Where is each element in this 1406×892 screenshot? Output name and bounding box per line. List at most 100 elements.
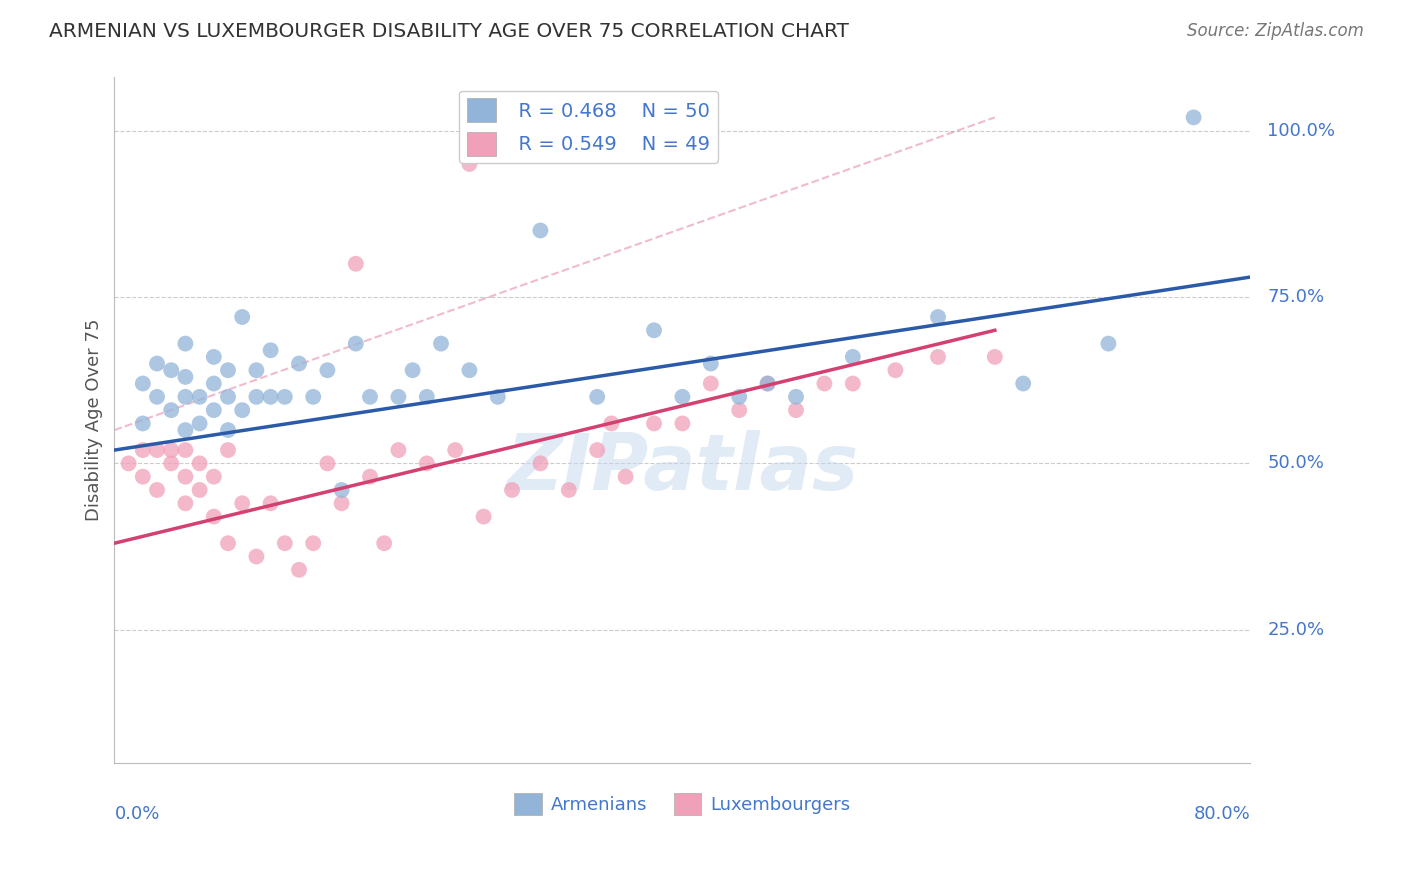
- Point: [472, 509, 495, 524]
- Point: [217, 423, 239, 437]
- Point: [671, 390, 693, 404]
- Point: [444, 443, 467, 458]
- Point: [671, 417, 693, 431]
- Y-axis label: Disability Age Over 75: Disability Age Over 75: [86, 318, 103, 521]
- Point: [1012, 376, 1035, 391]
- Legend: Armenians, Luxembourgers: Armenians, Luxembourgers: [508, 786, 858, 822]
- Point: [302, 390, 325, 404]
- Point: [259, 496, 281, 510]
- Point: [359, 390, 381, 404]
- Point: [785, 403, 807, 417]
- Text: 75.0%: 75.0%: [1267, 288, 1324, 306]
- Point: [458, 157, 481, 171]
- Point: [430, 336, 453, 351]
- Point: [458, 363, 481, 377]
- Point: [600, 417, 623, 431]
- Point: [344, 336, 367, 351]
- Point: [614, 469, 637, 483]
- Point: [586, 390, 609, 404]
- Point: [174, 443, 197, 458]
- Text: ARMENIAN VS LUXEMBOURGER DISABILITY AGE OVER 75 CORRELATION CHART: ARMENIAN VS LUXEMBOURGER DISABILITY AGE …: [49, 22, 849, 41]
- Point: [231, 403, 253, 417]
- Point: [117, 456, 139, 470]
- Point: [984, 350, 1007, 364]
- Point: [302, 536, 325, 550]
- Point: [160, 456, 183, 470]
- Text: 100.0%: 100.0%: [1267, 121, 1336, 140]
- Point: [927, 310, 949, 324]
- Point: [643, 417, 665, 431]
- Point: [202, 403, 225, 417]
- Point: [188, 456, 211, 470]
- Point: [884, 363, 907, 377]
- Point: [288, 357, 311, 371]
- Point: [160, 403, 183, 417]
- Text: 80.0%: 80.0%: [1194, 805, 1250, 823]
- Point: [146, 390, 169, 404]
- Text: 25.0%: 25.0%: [1267, 621, 1324, 639]
- Point: [359, 469, 381, 483]
- Text: Source: ZipAtlas.com: Source: ZipAtlas.com: [1187, 22, 1364, 40]
- Point: [700, 376, 723, 391]
- Point: [217, 363, 239, 377]
- Point: [132, 443, 155, 458]
- Point: [146, 357, 169, 371]
- Point: [160, 443, 183, 458]
- Point: [132, 376, 155, 391]
- Point: [174, 423, 197, 437]
- Point: [344, 257, 367, 271]
- Point: [756, 376, 779, 391]
- Point: [245, 363, 267, 377]
- Point: [529, 456, 551, 470]
- Point: [146, 483, 169, 497]
- Point: [330, 483, 353, 497]
- Point: [245, 390, 267, 404]
- Point: [813, 376, 835, 391]
- Point: [1182, 111, 1205, 125]
- Point: [373, 536, 395, 550]
- Point: [174, 496, 197, 510]
- Point: [401, 363, 423, 377]
- Point: [558, 483, 581, 497]
- Point: [231, 310, 253, 324]
- Point: [486, 390, 509, 404]
- Point: [700, 357, 723, 371]
- Point: [174, 369, 197, 384]
- Point: [387, 443, 409, 458]
- Point: [174, 390, 197, 404]
- Point: [146, 443, 169, 458]
- Point: [288, 563, 311, 577]
- Point: [160, 363, 183, 377]
- Point: [174, 336, 197, 351]
- Point: [387, 390, 409, 404]
- Point: [529, 223, 551, 237]
- Point: [316, 456, 339, 470]
- Point: [756, 376, 779, 391]
- Point: [174, 469, 197, 483]
- Point: [643, 323, 665, 337]
- Point: [217, 536, 239, 550]
- Point: [202, 469, 225, 483]
- Point: [188, 417, 211, 431]
- Point: [245, 549, 267, 564]
- Point: [785, 390, 807, 404]
- Point: [501, 483, 523, 497]
- Point: [202, 350, 225, 364]
- Point: [416, 456, 439, 470]
- Point: [132, 417, 155, 431]
- Point: [188, 390, 211, 404]
- Point: [316, 363, 339, 377]
- Point: [259, 390, 281, 404]
- Point: [728, 403, 751, 417]
- Point: [416, 390, 439, 404]
- Point: [586, 443, 609, 458]
- Point: [132, 469, 155, 483]
- Point: [202, 509, 225, 524]
- Point: [274, 390, 297, 404]
- Point: [217, 443, 239, 458]
- Point: [188, 483, 211, 497]
- Text: ZIPatlas: ZIPatlas: [506, 430, 859, 506]
- Point: [330, 496, 353, 510]
- Point: [202, 376, 225, 391]
- Point: [259, 343, 281, 358]
